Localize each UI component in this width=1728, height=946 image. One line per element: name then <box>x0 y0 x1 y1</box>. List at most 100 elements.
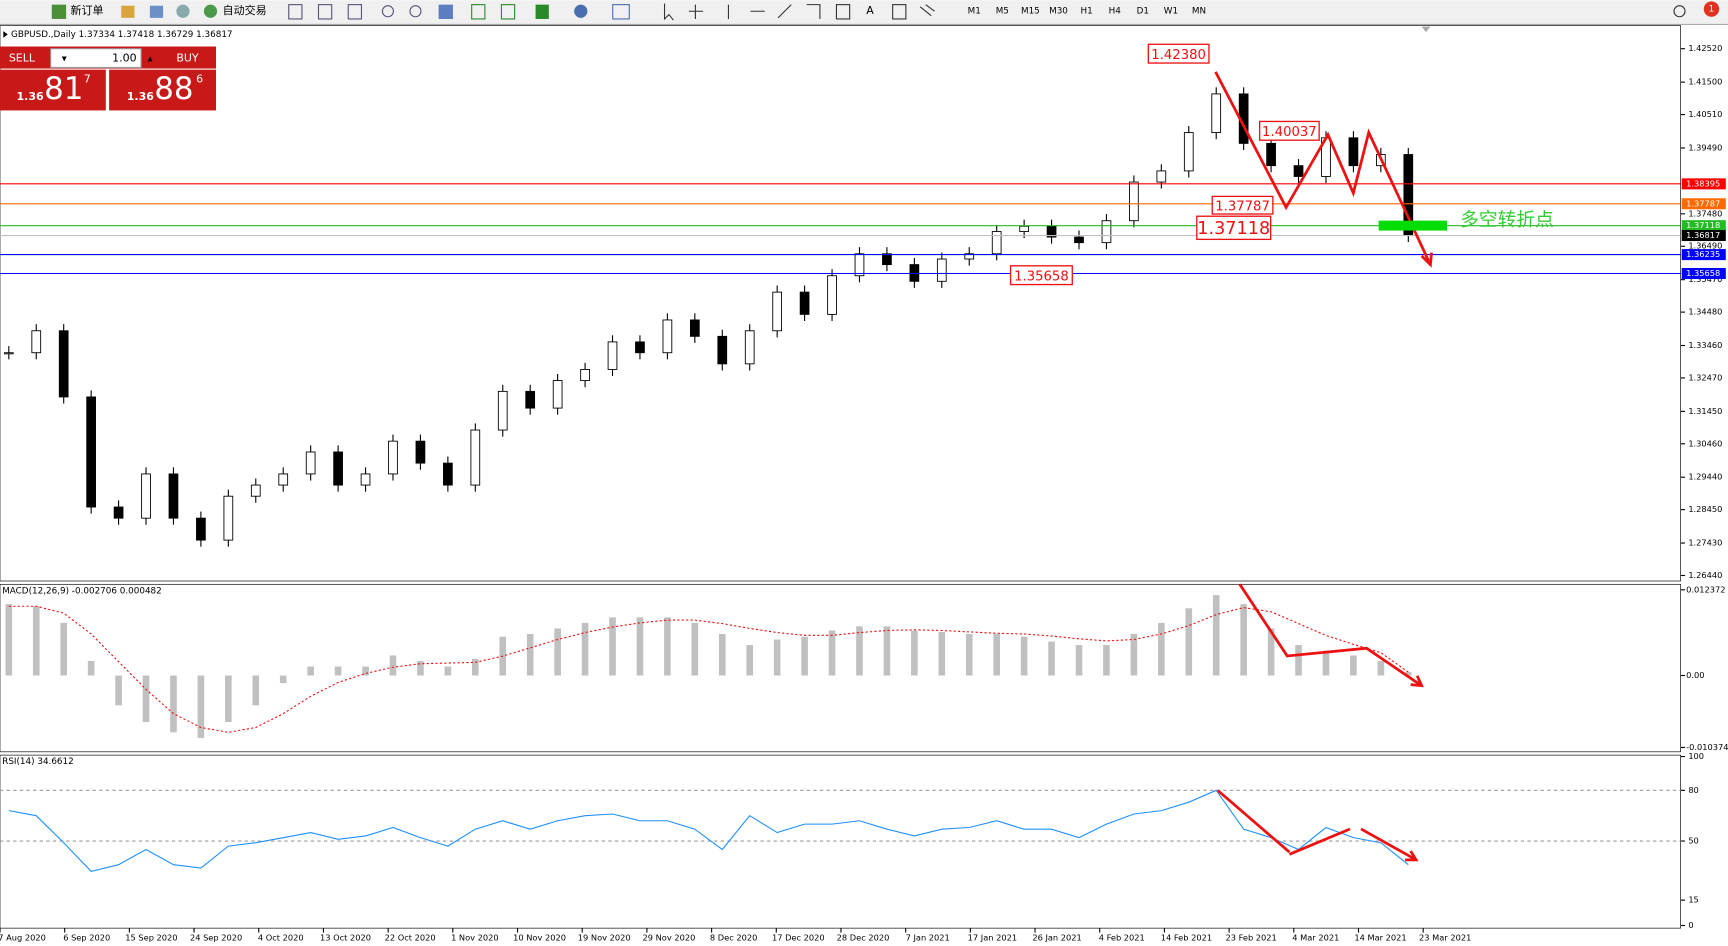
date-label: 23 Mar 2021 <box>1419 933 1471 943</box>
search[interactable] <box>1673 5 1686 18</box>
plot: 1.425201.415001.405101.394901.374801.364… <box>0 43 1728 943</box>
annotation-box <box>1196 215 1272 241</box>
tool-icon[interactable] <box>535 4 549 19</box>
macd-bar <box>1103 645 1110 676</box>
rsi-tick-label: 50 <box>1688 836 1699 846</box>
crosshair-tool[interactable] <box>688 4 704 19</box>
tool-icon[interactable] <box>892 4 907 20</box>
lots-up[interactable]: ▴ <box>148 54 153 65</box>
tool-icon[interactable] <box>471 4 486 20</box>
line-tools[interactable] <box>727 4 792 19</box>
buy-price-pips: 88 <box>154 71 193 107</box>
timeframe[interactable]: M1 <box>968 7 981 17</box>
macd-bar <box>883 626 891 676</box>
annotation: 1.35658 <box>1014 269 1069 284</box>
date-label: 24 Sep 2020 <box>190 933 242 943</box>
date-label: 10 Nov 2020 <box>513 933 566 943</box>
macd-bar <box>1048 641 1055 676</box>
macd-bar <box>417 660 424 676</box>
notification-badge[interactable] <box>1703 1 1720 17</box>
macd-bar <box>142 675 150 722</box>
price-tick-label: 1.33460 <box>1688 340 1722 350</box>
annotation: 1.37118 <box>1197 219 1270 239</box>
shift-marker <box>1421 26 1431 33</box>
tool-icon[interactable] <box>317 4 333 20</box>
candle <box>415 440 426 464</box>
tool-icon[interactable] <box>149 5 164 18</box>
candle <box>223 495 234 541</box>
date-label: 29 Nov 2020 <box>643 933 696 943</box>
date-label: 17 Jan 2021 <box>968 933 1017 943</box>
date-label: 1 Nov 2020 <box>451 933 499 943</box>
buy-button[interactable] <box>109 69 216 111</box>
tool-icon[interactable] <box>176 4 190 18</box>
timeframe[interactable]: W1 <box>1164 7 1178 17</box>
zoom-in[interactable] <box>381 5 394 18</box>
macd-bar <box>1075 645 1083 676</box>
new-order[interactable]: 新订单 <box>71 3 104 17</box>
zoom-out[interactable] <box>409 5 422 18</box>
timeframe[interactable]: MN <box>1192 7 1206 17</box>
rsi-tick-label: 15 <box>1688 895 1699 905</box>
tool-icon[interactable] <box>574 4 588 18</box>
tool-icon[interactable] <box>612 4 630 20</box>
candle <box>1129 181 1139 222</box>
candle <box>196 517 206 541</box>
price-tick-label: 1.28450 <box>1688 504 1722 514</box>
rsi-tick-label: 100 <box>1688 751 1704 761</box>
lots-value[interactable]: 1.00 <box>112 52 137 65</box>
price-tick-label: 1.29440 <box>1688 472 1722 482</box>
lots-input[interactable] <box>50 48 142 68</box>
timeframe[interactable]: D1 <box>1137 7 1149 17</box>
macd-bar <box>170 675 177 733</box>
cursor-tool[interactable] <box>663 3 674 21</box>
candle <box>1156 170 1167 183</box>
candle <box>31 330 42 354</box>
candle <box>58 330 69 398</box>
auto-trading[interactable]: 自动交易 <box>223 3 267 17</box>
main-chart-area <box>0 25 1681 582</box>
chart-header: GBPUSD.,Daily 1.37334 1.37418 1.36729 1.… <box>11 30 233 40</box>
timeframe[interactable]: M15 <box>1021 7 1040 17</box>
price-tick-label: 1.36490 <box>1688 241 1722 251</box>
candle <box>936 258 947 282</box>
macd-bar <box>1350 655 1357 676</box>
lots-down[interactable]: ▾ <box>62 54 67 65</box>
tool-icon[interactable] <box>438 4 453 19</box>
price-tick-label: 1.42520 <box>1688 43 1722 53</box>
level-label: 1.37787 <box>1686 198 1720 208</box>
badge-count: 1 <box>1709 5 1715 15</box>
timeframe[interactable]: H4 <box>1109 7 1122 17</box>
tool-icon[interactable] <box>121 5 135 18</box>
new-order-icon[interactable] <box>51 4 67 19</box>
candle <box>689 319 700 337</box>
candle <box>717 335 728 365</box>
candle <box>1183 132 1194 172</box>
candle <box>305 451 316 475</box>
sell-button[interactable] <box>0 69 106 111</box>
candle <box>1211 93 1222 134</box>
sell-label[interactable]: SELL <box>9 52 36 65</box>
macd-bar <box>472 658 479 676</box>
text-tool[interactable]: A <box>866 4 874 17</box>
tool-icon[interactable] <box>835 4 851 20</box>
macd-bar <box>526 633 534 676</box>
timeframe[interactable]: M5 <box>996 7 1009 17</box>
date-label: 8 Dec 2020 <box>710 933 757 943</box>
timeframe[interactable]: H1 <box>1081 7 1093 17</box>
macd-tick-label: 0.012372 <box>1686 584 1725 594</box>
tool-icon[interactable] <box>288 4 303 20</box>
timeframe[interactable]: M30 <box>1049 7 1068 17</box>
tool-icon[interactable] <box>806 4 821 19</box>
tool-icon[interactable] <box>919 4 935 17</box>
macd-bar <box>746 645 754 676</box>
tool-icon[interactable] <box>347 4 363 20</box>
date-label: 26 Jan 2021 <box>1032 933 1081 943</box>
auto-trading-icon[interactable] <box>203 4 218 18</box>
candle <box>799 291 810 315</box>
macd-bar <box>691 622 699 676</box>
buy-label[interactable]: BUY <box>176 52 199 65</box>
tool-icon[interactable] <box>500 4 516 20</box>
level-label: 1.38395 <box>1686 178 1720 188</box>
